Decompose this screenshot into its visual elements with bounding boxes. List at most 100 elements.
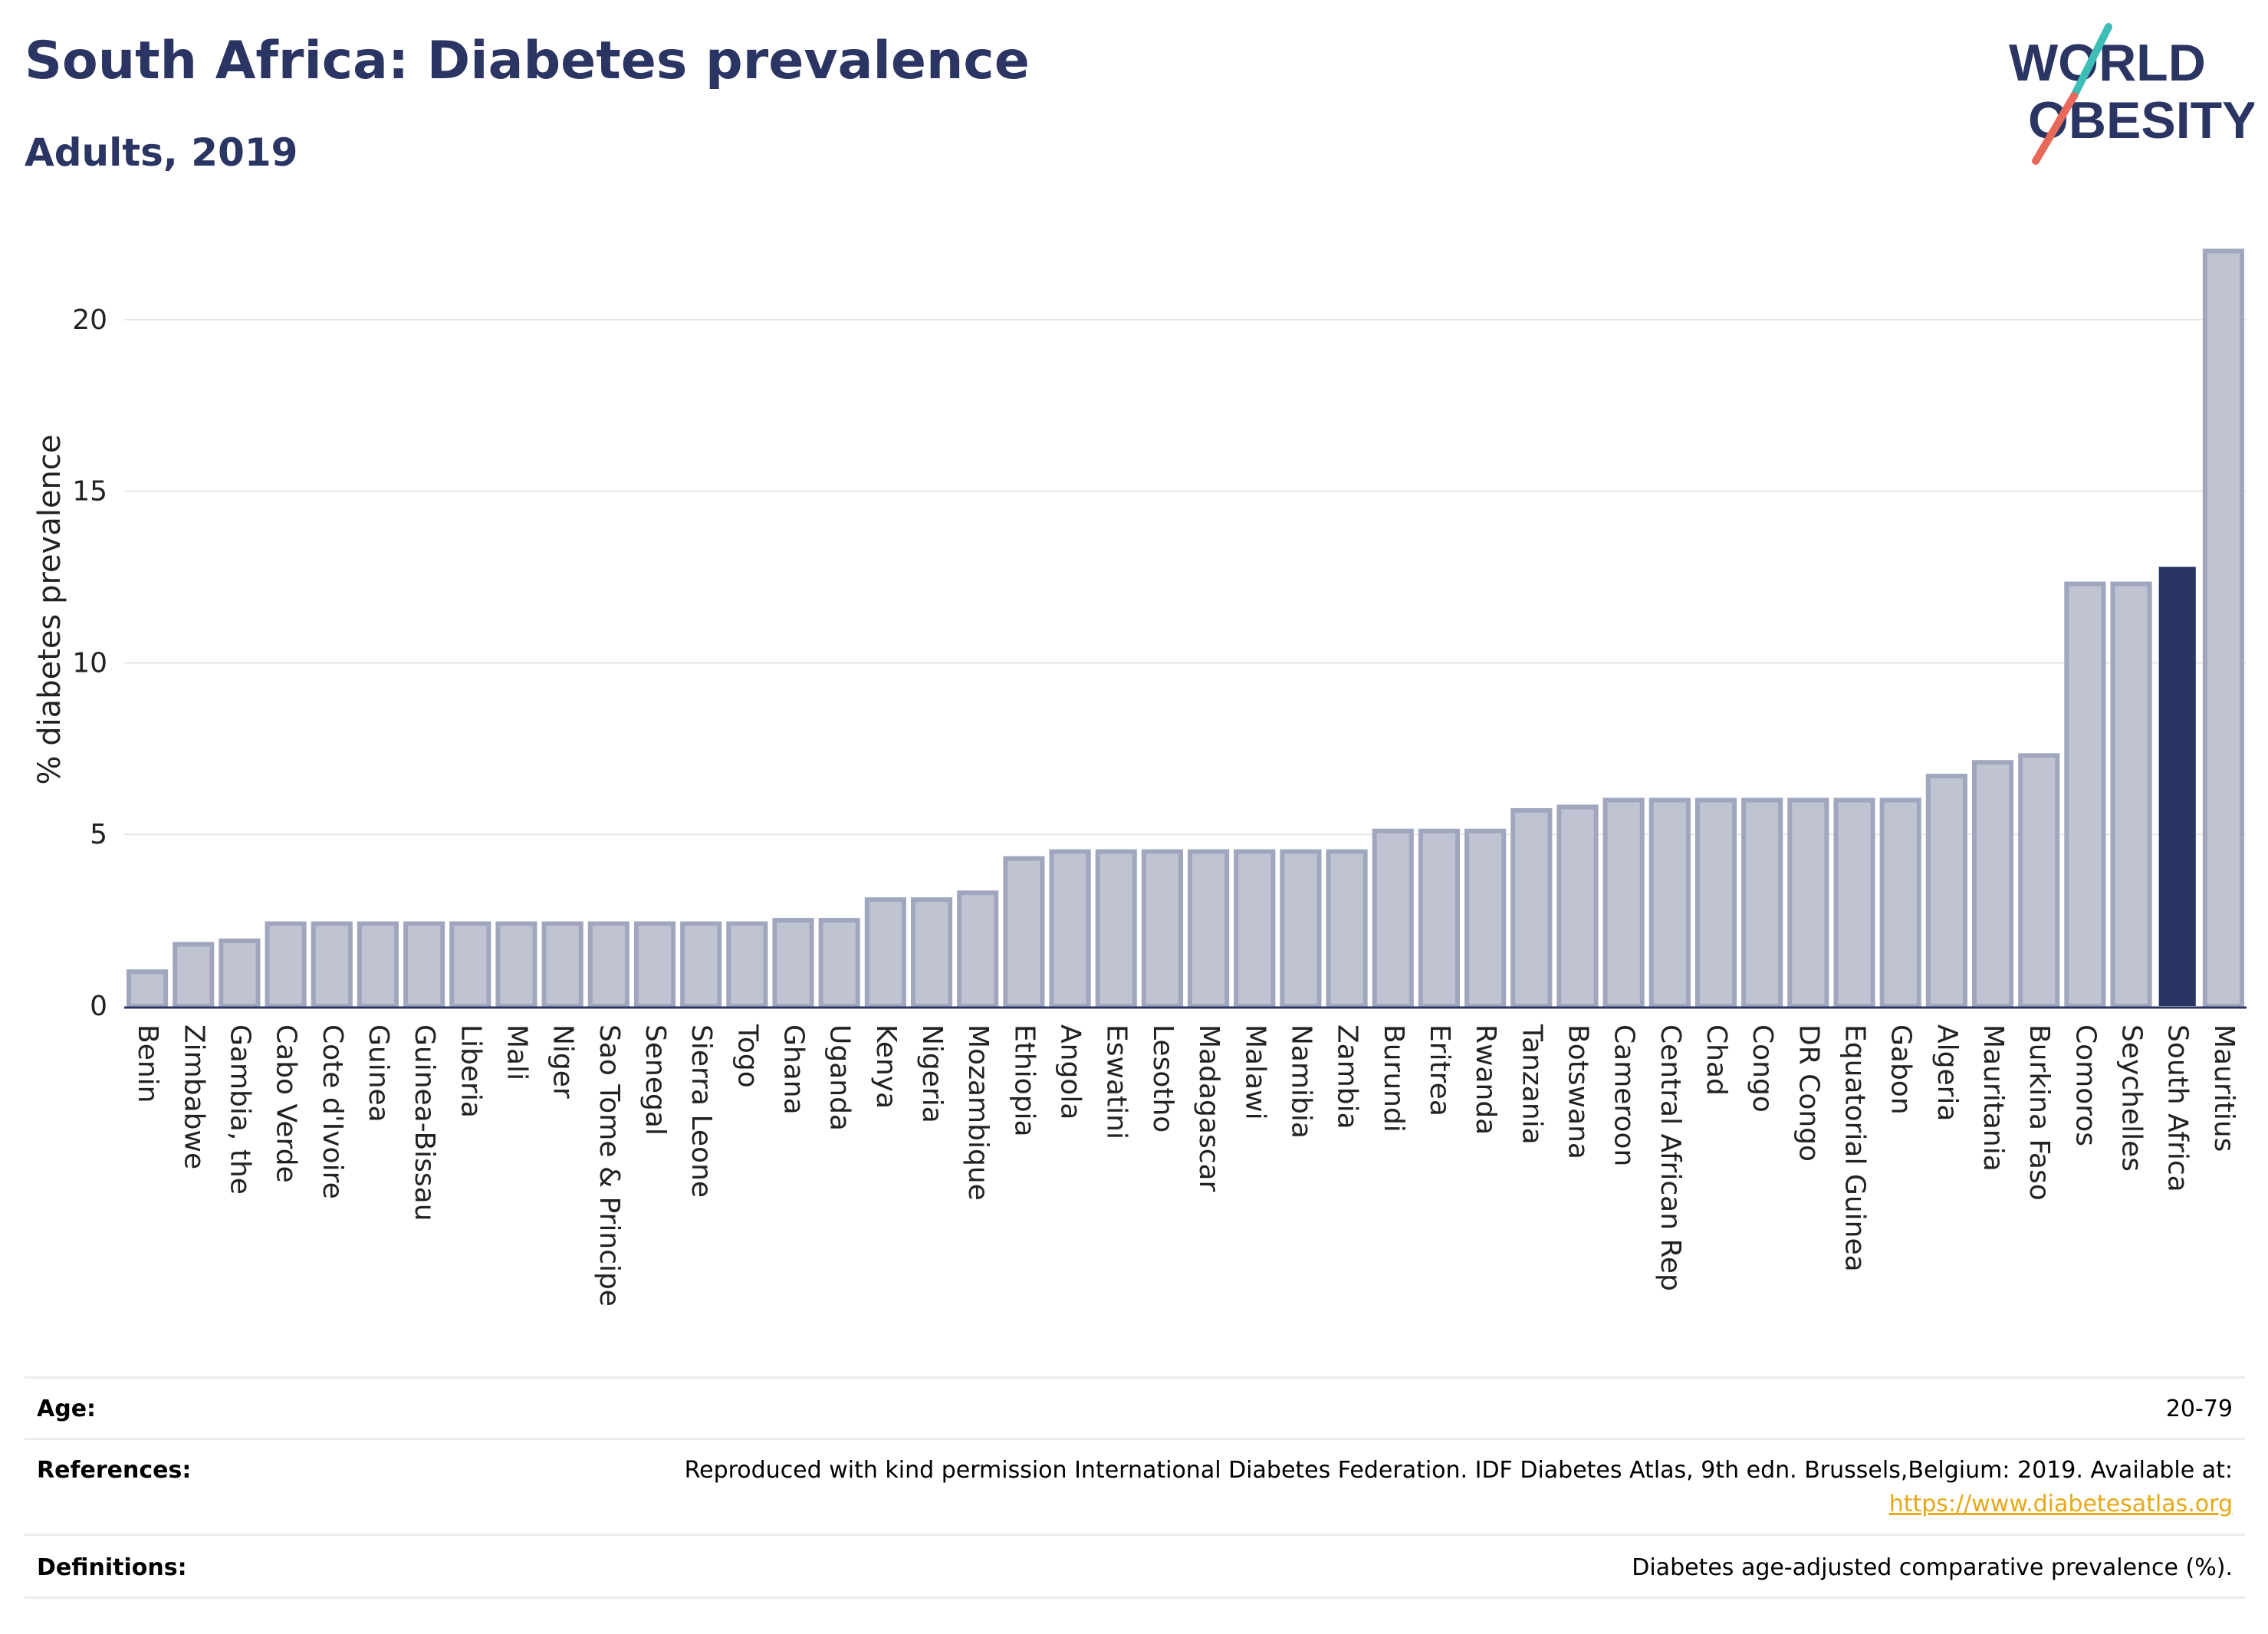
bar-guinea-bissau [403, 921, 445, 1008]
x-tick-label: Malawi [1239, 1024, 1270, 1120]
bar-kenya [864, 897, 906, 1009]
x-tick-label: Eritrea [1424, 1024, 1455, 1116]
x-tick-label: Eswatini [1101, 1024, 1132, 1139]
y-tick-label: 5 [90, 819, 107, 850]
x-tick-label: Tanzania [1516, 1024, 1547, 1145]
x-tick-label: Cote d'Ivoire [317, 1024, 348, 1199]
x-tick-label: Ghana [778, 1024, 810, 1115]
bar-ghana [772, 918, 814, 1008]
bar-niger [541, 921, 583, 1008]
bar-central-african-rep [1648, 797, 1691, 1008]
bar-algeria [1925, 774, 1967, 1008]
x-tick-label: DR Congo [1793, 1024, 1824, 1162]
x-tick-label: Sierra Leone [685, 1024, 717, 1198]
references-text: Reproduced with kind permission Internat… [684, 1457, 2233, 1484]
x-tick-label: Guinea-Bissau [409, 1024, 440, 1221]
y-tick-label: 15 [72, 476, 107, 508]
bar-mozambique [957, 890, 999, 1008]
x-tick-label: Algeria [1931, 1024, 1963, 1122]
bar-guinea [357, 921, 399, 1008]
chart-title: South Africa: Diabetes prevalence [25, 31, 1030, 91]
bar-namibia [1280, 849, 1322, 1008]
x-tick-label: Congo [1747, 1024, 1778, 1113]
bar-togo [726, 921, 768, 1008]
x-tick-label: Burkina Faso [2023, 1024, 2055, 1201]
logo-text-obesity: OBESITY [2028, 91, 2254, 150]
x-tick-label: Burundi [1378, 1024, 1409, 1133]
x-tick-label: Namibia [1285, 1024, 1316, 1139]
bar-ethiopia [1003, 856, 1045, 1009]
y-axis-ticks: 0 5 10 15 20 [72, 304, 107, 1022]
info-row-definitions: Definitions: Diabetes age-adjusted compa… [25, 1534, 2245, 1599]
bar-benin [127, 969, 169, 1008]
bar-liberia [449, 921, 491, 1008]
logo-text-world: WORLD [2009, 34, 2206, 92]
y-tick-label: 0 [90, 991, 107, 1022]
definitions-text: Diabetes age-adjusted comparative preval… [1632, 1554, 2233, 1581]
bar-chad [1694, 797, 1737, 1008]
x-tick-label: Mali [501, 1024, 532, 1080]
age-value: 20-79 [2165, 1396, 2233, 1422]
x-tick-label: Lesotho [1147, 1024, 1178, 1133]
x-tick-label: Madagascar [1193, 1024, 1224, 1192]
info-row-age: Age: 20-79 [25, 1376, 2245, 1440]
age-label: Age: [37, 1396, 97, 1422]
x-tick-label: Chad [1701, 1024, 1732, 1096]
bar-chart: 0 5 10 15 20 Benin Zimbabwe Gambia, the Cabo Ve… [32, 248, 2247, 1307]
bar-zimbabwe [173, 942, 215, 1008]
bar-eritrea [1418, 828, 1461, 1009]
x-tick-label: Central African Rep [1655, 1024, 1686, 1291]
bar-mali [495, 921, 537, 1008]
logo-slash-top [2070, 23, 2112, 100]
bar-dr-congo [1787, 797, 1829, 1008]
x-tick-label: Niger [547, 1024, 579, 1099]
x-tick-label: Togo [731, 1024, 763, 1088]
bar-senegal [633, 921, 676, 1008]
grid-lines [124, 318, 2247, 836]
world-obesity-logo: WORLD OBESITY [2009, 23, 2254, 165]
x-tick-label: Guinea [363, 1024, 394, 1123]
x-tick-label: Mauritius [2208, 1024, 2240, 1152]
bar-tanzania [1510, 807, 1553, 1008]
bar-madagascar [1188, 849, 1230, 1008]
x-tick-label: Mauritania [1977, 1024, 2009, 1172]
info-row-references: References: Reproduced with kind permiss… [25, 1438, 2245, 1536]
x-tick-label: Seychelles [2116, 1024, 2148, 1172]
x-tick-label: Rwanda [1470, 1024, 1501, 1135]
bar-mauritius [2202, 248, 2244, 1008]
x-tick-label: Ethiopia [1008, 1024, 1040, 1137]
x-tick-label: Zimbabwe [178, 1024, 209, 1169]
x-tick-label: Kenya [870, 1024, 902, 1109]
bar-gabon [1879, 797, 1921, 1008]
bar-sierra-leone [680, 921, 722, 1008]
definitions-label: Definitions: [37, 1554, 187, 1581]
references-link[interactable]: https://www.diabetesatlas.org [1888, 1491, 2233, 1517]
bar-mauritania [1971, 760, 2014, 1008]
logo-slash-bottom [2032, 92, 2078, 165]
x-tick-label: Uganda [824, 1024, 856, 1131]
x-tick-label: Gabon [1885, 1024, 1917, 1115]
bar-uganda [818, 918, 860, 1008]
x-tick-label: Comoros [2069, 1024, 2101, 1146]
chart-subtitle: Adults, 2019 [25, 130, 298, 175]
x-tick-label: Cabo Verde [271, 1024, 302, 1183]
bar-equatorial-guinea [1833, 797, 1875, 1008]
y-axis-label: % diabetes prevalence [32, 434, 67, 784]
x-tick-label: Equatorial Guinea [1839, 1024, 1871, 1272]
x-tick-label: Nigeria [916, 1024, 948, 1123]
bar-cabo-verde [265, 921, 307, 1008]
y-tick-label: 20 [72, 304, 107, 336]
bar-seychelles [2110, 581, 2152, 1008]
x-tick-label: Zambia [1332, 1024, 1363, 1129]
bar-botswana [1556, 804, 1599, 1008]
x-tick-label: Cameroon [1609, 1024, 1640, 1166]
bar-cameroon [1602, 797, 1645, 1008]
x-tick-label: Angola [1055, 1024, 1086, 1119]
x-tick-label: Benin [132, 1024, 163, 1103]
x-tick-label: South Africa [2162, 1024, 2194, 1192]
bar-eswatini [1095, 849, 1137, 1008]
x-tick-label: Mozambique [962, 1024, 994, 1201]
bar-rwanda [1464, 828, 1507, 1009]
bar-south-africa [2158, 567, 2196, 1006]
bar-nigeria [910, 897, 953, 1009]
